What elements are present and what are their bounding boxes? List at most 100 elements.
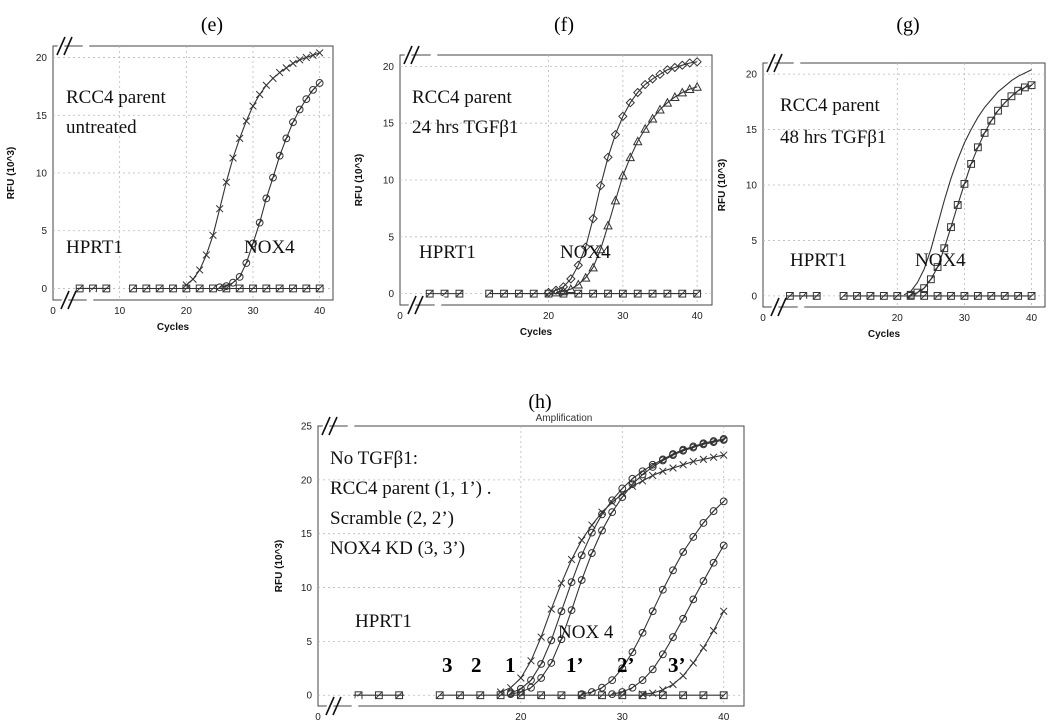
axis-break-mark-h-3 [332,696,342,716]
data-point-h-6-6-slash [557,691,566,699]
data-point-h-2-11-slash [619,494,626,500]
panel-label-g: (g) [896,14,919,36]
data-point-f-1-2 [566,284,576,293]
data-point-h-2-16 [669,451,677,459]
data-point-h-6-2 [476,691,485,700]
data-point-g-1-1-slash [913,288,922,297]
plot-title-h: Amplification [536,413,593,424]
data-point-h-2-9-slash [599,527,605,534]
series-line-g-0 [903,69,1032,296]
data-point-g-1-14-slash [1000,99,1009,107]
data-point-e-1-14 [309,85,317,94]
data-point-h-3-1-slash [589,689,595,695]
data-point-e-2-2 [155,284,164,293]
data-point-h-6-3-slash [496,691,505,699]
data-point-e-0-11 [255,90,264,99]
data-point-f-2-10-slash [633,289,642,298]
data-point-e-2-8 [235,284,244,293]
data-point-f-2-9 [618,289,627,298]
data-point-f-2-12-slash [663,289,672,298]
data-point-f-1-6 [595,244,606,254]
data-point-h-6-11 [658,691,667,700]
data-point-e-1-8-slash [270,174,276,181]
data-point-f-0-4 [573,260,583,270]
data-point-g-2-12-slash [1000,292,1009,300]
axis-break-bg-f-1 [427,44,441,66]
data-point-f-1-12 [640,123,650,133]
x-axis-title-f: Cycles [520,327,553,338]
data-point-e-2-12 [289,284,297,293]
data-point-h-0-20 [699,455,708,464]
data-point-h-2-0 [506,690,515,699]
data-point-e-0-5 [215,205,224,213]
data-point-g-1-13 [994,106,1002,115]
data-point-h-1-12-slash [629,476,636,482]
data-point-h-4-11-slash [720,542,727,549]
data-point-f-1-4 [580,272,591,282]
data-point-f-2-12 [663,289,672,298]
series-h-2-prime [608,541,728,699]
data-point-f-0-18 [677,60,687,70]
data-point-e-2-10 [262,284,271,293]
data-point-e-0-6 [222,178,231,186]
annotation-f-line1: RCC4 parent [412,87,512,108]
data-point-g-2-7 [933,292,942,300]
series-h-3-prime [638,607,728,698]
series-g-NOX4 [906,81,1036,299]
data-point-h-2-14-slash [649,464,656,470]
series-h-baseline [435,691,728,700]
data-point-h-4-3 [638,676,647,685]
data-point-g-1-7 [953,201,962,209]
data-point-e-0-1 [189,275,197,283]
data-point-f-0-6 [588,213,598,224]
series-g-baseline [839,292,1036,300]
data-point-h-6-14-slash [719,691,728,699]
x-axis-title-g: Cycles [868,329,901,340]
data-point-h-3-12 [699,519,708,527]
y-tick-label-e-4: 20 [36,53,48,64]
data-point-h-6-3 [496,691,505,700]
data-point-g-2-12 [1000,292,1009,300]
x-tick-label-e-0: 0 [50,306,56,317]
data-point-g-1-14 [1000,99,1009,107]
data-point-h-3-9-slash [670,567,676,574]
x-tick-label-g-1: 20 [892,313,904,324]
data-point-h-4-4 [648,665,657,674]
data-point-e-2-2-slash [155,284,164,293]
annotation-h-nox4: NOX 4 [558,622,614,643]
x-tick-label-e-2: 20 [181,306,193,317]
data-point-h-1-2-slash [528,677,534,683]
data-point-h-1-6 [567,578,576,587]
data-point-h-2-17 [679,446,688,455]
data-point-h-4-0 [608,690,617,699]
data-point-h-6-13-slash [699,691,708,699]
axis-break-mark-f-3 [414,295,424,315]
data-point-h-2-18 [689,443,698,452]
axis-break-bg-h-3 [348,695,362,717]
data-point-g-2-3 [879,292,888,300]
data-point-e-0-10 [249,102,257,110]
plot-area-e: 0 10 20 30 40 0 5 10 15 20 Cycles RFU (10^3) [6,35,334,333]
data-point-h-5-5 [689,659,698,667]
data-point-h-2-21-slash [720,437,727,443]
data-point-e-1-12 [295,105,304,114]
data-point-e-2-1-slash [142,284,151,293]
data-point-h-0-9 [588,521,596,529]
data-point-g-1-11-slash [980,129,989,137]
data-point-h-2-3-slash [538,675,544,681]
data-point-f-1-5 [588,262,598,272]
annotation-e-nox4: NOX4 [244,237,295,258]
data-point-f-2-2 [514,289,523,298]
data-point-e-2-9-slash [249,284,257,293]
data-point-e-1-9 [275,151,284,160]
data-point-f-0-9 [610,129,621,140]
annotation-f-line2: 24 hrs TGFβ1 [412,117,518,138]
y-tick-label-f-0: 0 [388,289,394,300]
data-point-h-4-8-slash [690,596,697,603]
data-point-e-0-4 [209,231,217,240]
data-point-h-3-14-slash [720,498,727,505]
data-point-h-1-6-slash [568,579,575,585]
annotation-h-line4: NOX4 KD (3, 3’) [330,538,465,559]
curve-label-1-prime: 1’ [566,653,584,677]
data-point-f-1-11 [632,136,643,146]
